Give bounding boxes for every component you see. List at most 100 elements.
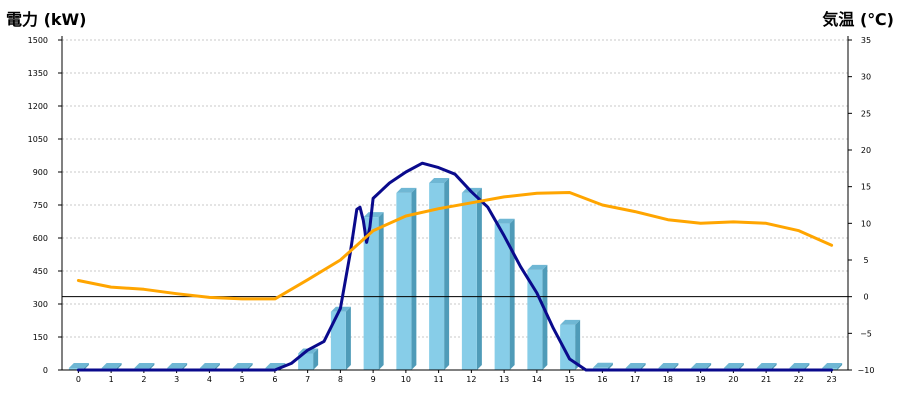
right-tick-label: 10 [861, 219, 871, 228]
power-bar-side [313, 348, 319, 370]
power-bar-top [396, 187, 417, 193]
left-tick-label: 450 [33, 267, 48, 276]
right-tick-label: 5 [863, 256, 868, 265]
x-tick-label: 14 [532, 375, 542, 384]
power-bar-top [592, 362, 613, 368]
right-tick-label: −5 [860, 329, 872, 338]
x-tick-label: 13 [499, 375, 509, 384]
power-bar-top [199, 363, 220, 368]
power-bar-top [723, 363, 744, 368]
x-tick-label: 20 [728, 375, 738, 384]
x-tick-label: 7 [305, 375, 310, 384]
power-bar-top [822, 363, 843, 368]
x-tick-label: 23 [827, 375, 837, 384]
power-bar-front [396, 192, 412, 370]
power-bar [68, 363, 89, 370]
power-bar-side [607, 362, 613, 370]
power-bar-front [68, 368, 84, 370]
x-tick-label: 11 [434, 375, 444, 384]
right-tick-label: 15 [861, 183, 871, 192]
power-bar-side [509, 218, 515, 370]
power-bar-side [542, 264, 548, 370]
x-tick-label: 0 [76, 375, 81, 384]
power-bar-side [116, 363, 122, 370]
power-bar-top [167, 363, 188, 368]
power-bar [429, 178, 450, 370]
power-bar-front [461, 192, 477, 370]
power-bar-front [298, 353, 314, 370]
left-axis-title: 電力 (kW) [6, 10, 87, 29]
power-bar-top [363, 212, 384, 218]
x-tick-label: 4 [207, 375, 212, 384]
power-bar [330, 306, 351, 370]
power-bar [461, 187, 482, 370]
power-bar-side [444, 178, 450, 370]
left-tick-label: 750 [33, 201, 48, 210]
right-tick-label: 0 [863, 293, 868, 302]
power-bar-top [101, 363, 122, 368]
x-tick-label: 18 [663, 375, 673, 384]
left-tick-label: 1050 [28, 135, 48, 144]
x-tick-label: 6 [272, 375, 277, 384]
right-tick-label: 35 [861, 36, 871, 45]
left-tick-label: 0 [43, 366, 48, 375]
left-tick-label: 1500 [28, 36, 48, 45]
series-lines [76, 161, 834, 372]
power-bar-top [494, 218, 515, 224]
power-bar-side [771, 363, 777, 370]
x-tick-label: 9 [371, 375, 376, 384]
power-bar-top [68, 363, 89, 368]
power-bar-side [83, 363, 89, 370]
power-bar-side [738, 363, 744, 370]
right-tick-label: 30 [861, 73, 871, 82]
left-tick-label: 900 [33, 168, 48, 177]
power-bar-top [625, 363, 646, 368]
x-tick-label: 3 [174, 375, 179, 384]
power-bar-top [658, 363, 679, 368]
power-bar-side [673, 363, 679, 370]
left-tick-label: 150 [33, 333, 48, 342]
power-bar-front [429, 183, 445, 370]
power-bar-side [182, 363, 188, 370]
tick-labels: 01503004506007509001050120013501500−10−5… [28, 36, 875, 384]
x-tick-label: 2 [141, 375, 146, 384]
power-bar-front [330, 311, 346, 370]
power-bar [494, 218, 515, 370]
power-bar-side [247, 363, 253, 370]
power-bar-front [363, 217, 379, 370]
x-tick-label: 1 [109, 375, 114, 384]
power-bar-top [527, 264, 548, 270]
power-bar-side [149, 363, 155, 370]
x-tick-label: 19 [696, 375, 706, 384]
right-axis-title: 気温 (℃) [822, 10, 894, 29]
power-bar-side [411, 187, 417, 370]
power-bar-side [575, 319, 581, 370]
power-bar-top [789, 363, 810, 368]
power-bar-top [429, 178, 450, 183]
temperature-line [76, 191, 834, 301]
power-bar-side [706, 363, 712, 370]
power-bar-top [560, 319, 581, 325]
power-bar-top [232, 363, 253, 368]
left-tick-label: 600 [33, 234, 48, 243]
power-bar [363, 212, 384, 370]
power-bar [298, 348, 319, 370]
x-tick-label: 22 [794, 375, 804, 384]
power-bar-side [345, 306, 351, 370]
x-tick-label: 15 [565, 375, 575, 384]
power-demand-line [76, 161, 834, 372]
power-bar-side [378, 212, 384, 370]
power-bar-top [691, 363, 712, 368]
left-tick-label: 1200 [28, 102, 48, 111]
power-bar-side [476, 187, 482, 370]
power-bar-side [640, 363, 646, 370]
x-tick-label: 8 [338, 375, 343, 384]
left-tick-label: 300 [33, 300, 48, 309]
x-tick-label: 5 [240, 375, 245, 384]
power-bar-side [837, 363, 843, 370]
x-tick-label: 17 [630, 375, 640, 384]
right-tick-label: 20 [861, 146, 871, 155]
right-tick-label: 25 [861, 109, 871, 118]
power-bar-front [527, 269, 543, 370]
power-bar-top [134, 363, 155, 368]
